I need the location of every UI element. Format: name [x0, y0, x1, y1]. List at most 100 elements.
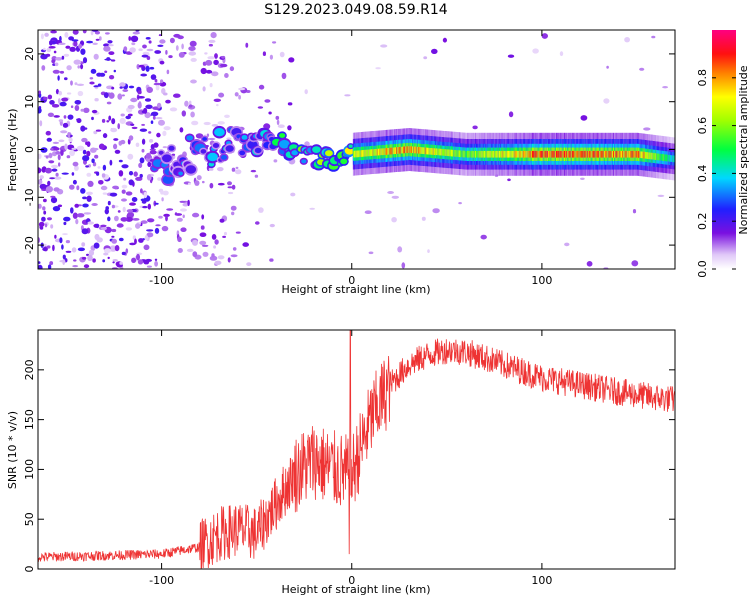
- spectrogram-ridge-band: [595, 150, 597, 158]
- spectrogram-ridge-band: [621, 150, 622, 158]
- spectrogram-noise-cell: [442, 37, 447, 43]
- spectrogram-ridge-band: [544, 150, 546, 158]
- spectrogram-noise-cell: [51, 104, 60, 108]
- spectrogram-noise-cell: [121, 164, 129, 169]
- spectrogram-ridge-band: [649, 152, 651, 160]
- snr-y-tick-label: 150: [23, 409, 36, 430]
- spectrogram-ridge-band: [671, 155, 673, 162]
- spectrogram-noise-cell: [90, 68, 97, 74]
- snr-series: [38, 330, 675, 569]
- spectrogram-ridge-cell: [241, 135, 248, 140]
- spectrogram-ridge-cell: [158, 150, 164, 155]
- spectrogram-noise-cell: [50, 224, 54, 229]
- spectrogram-noise-cell: [50, 30, 57, 34]
- spectrogram-noise-cell: [58, 139, 65, 143]
- spectrogram-noise-cell: [131, 197, 138, 202]
- spectrogram-noise-cell: [258, 207, 264, 213]
- spectrogram-noise-cell: [154, 260, 159, 267]
- spectrogram-ridge-band: [619, 150, 621, 158]
- spectrogram-noise-cell: [83, 212, 92, 215]
- spectrogram-noise-cell: [66, 65, 72, 71]
- spectrogram-ridge-band: [399, 146, 401, 154]
- spectrogram-noise-cell: [242, 242, 249, 247]
- spectrogram-ridge-band: [360, 150, 362, 157]
- spectrogram-noise-cell: [69, 46, 76, 52]
- spectrogram-noise-cell: [85, 141, 89, 146]
- spectrogram-noise-cell: [191, 120, 199, 126]
- spectrogram-noise-cell: [93, 147, 99, 151]
- spectrogram-noise-cell: [177, 248, 183, 253]
- spectrogram-ridge-band: [532, 150, 533, 158]
- spectrogram-noise-cell: [80, 63, 84, 70]
- spectrogram-noise-cell: [154, 50, 162, 54]
- spectrogram-noise-cell: [344, 94, 351, 97]
- spectrogram-ridge-band: [670, 155, 672, 162]
- spectrogram-ridge-band: [635, 150, 637, 158]
- spectrogram-noise-cell: [76, 83, 85, 87]
- spectrogram-noise-cell: [210, 31, 217, 39]
- spectrogram-noise-cell: [70, 207, 74, 214]
- spectrogram-noise-cell: [123, 46, 128, 52]
- spectrogram-noise-cell: [46, 245, 51, 249]
- spectrogram-x-tick-label: -100: [149, 274, 174, 287]
- spectrogram-noise-cell: [219, 218, 225, 223]
- spectrogram-noise-cell: [192, 251, 198, 258]
- spectrogram-noise-cell: [287, 102, 293, 106]
- spectrogram-ridge-band: [421, 147, 423, 154]
- spectrogram-noise-cell: [182, 202, 189, 207]
- spectrogram-noise-cell: [171, 153, 176, 156]
- spectrogram-noise-cell: [174, 213, 183, 216]
- spectrogram-noise-cell: [63, 216, 71, 222]
- spectrogram-noise-cell: [107, 256, 110, 260]
- spectrogram-noise-cell: [211, 71, 219, 77]
- spectrogram-noise-cell: [213, 245, 217, 249]
- spectrogram-noise-cell: [131, 126, 138, 130]
- spectrogram-noise-cell: [427, 249, 430, 254]
- spectrogram-noise-cell: [80, 188, 86, 194]
- spectrogram-noise-cell: [83, 127, 88, 130]
- spectrogram-ridge-band: [656, 153, 658, 161]
- spectrogram-noise-cell: [139, 173, 143, 178]
- spectrogram-ridge-band: [451, 149, 452, 157]
- spectrogram-noise-cell: [188, 104, 193, 108]
- spectrogram-noise-cell: [87, 180, 94, 187]
- spectrogram-noise-cell: [88, 249, 95, 256]
- spectrogram-ridge-band: [422, 147, 424, 154]
- spectrogram-ridge-band: [618, 150, 620, 158]
- spectrogram-ridge-band: [590, 150, 592, 158]
- spectrogram-ridge-band: [639, 151, 641, 158]
- spectrogram-noise-cell: [72, 265, 79, 268]
- spectrogram-noise-cell: [161, 225, 169, 232]
- snr-series-line: [38, 330, 675, 569]
- spectrogram-noise-cell: [52, 141, 60, 144]
- spectrogram-ridge-band: [462, 150, 464, 158]
- spectrogram-noise-cell: [64, 143, 68, 150]
- spectrogram-noise-cell: [119, 82, 126, 87]
- spectrogram-noise-cell: [624, 37, 630, 43]
- spectrogram-ridge-band: [666, 154, 668, 162]
- spectrogram-ridge-band: [631, 150, 633, 158]
- spectrogram-noise-cell: [127, 104, 135, 110]
- spectrogram-ridge-band: [586, 150, 588, 158]
- spectrogram-noise-cell: [133, 171, 138, 177]
- spectrogram-noise-cell: [45, 155, 49, 159]
- spectrogram-ridge-band: [598, 150, 600, 158]
- spectrogram-noise-cell: [95, 38, 100, 41]
- spectrogram-ridge-band: [357, 150, 359, 158]
- spectrogram-ridge-band: [440, 148, 442, 156]
- spectrogram-y-tick-label: 20: [23, 47, 36, 61]
- spectrogram-noise-cell: [163, 126, 171, 131]
- spectrogram-ridge-band: [424, 147, 426, 155]
- spectrogram-noise-cell: [472, 125, 478, 130]
- spectrogram-noise-cell: [112, 185, 119, 190]
- spectrogram-ridge-band: [449, 149, 451, 157]
- spectrogram-ridge-band: [485, 150, 487, 158]
- spectrogram-ridge-band: [552, 150, 554, 158]
- spectrogram-ridge-band: [502, 150, 504, 158]
- spectrogram-noise-cell: [631, 260, 639, 267]
- spectrogram-noise-cell: [269, 223, 275, 228]
- spectrogram-noise-cell: [107, 216, 111, 222]
- spectrogram-noise-cell: [63, 115, 67, 119]
- spectrogram-noise-cell: [106, 120, 110, 123]
- spectrogram-ridge-band: [573, 150, 575, 158]
